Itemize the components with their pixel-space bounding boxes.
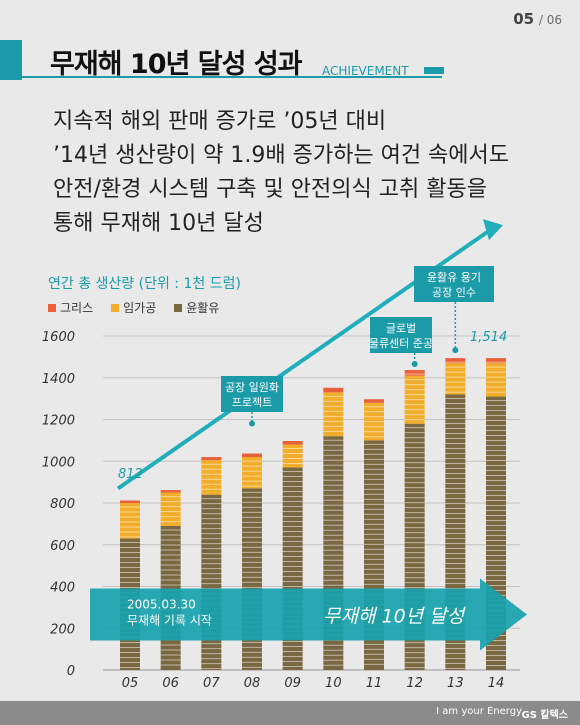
bar-segment — [120, 503, 140, 539]
x-tick-label: 05 — [122, 676, 139, 691]
y-tick-label: 800 — [50, 497, 75, 512]
annotation-line: 윤활유 용기 — [427, 270, 481, 284]
y-tick-label: 600 — [50, 539, 75, 554]
legend-swatch-lube — [174, 303, 183, 312]
bar-segment — [282, 444, 303, 468]
x-tick-label: 07 — [203, 676, 220, 691]
y-tick-label: 1200 — [42, 414, 75, 429]
bar-segment — [445, 363, 466, 395]
y-tick-label: 1400 — [42, 372, 75, 387]
page-subtitle: ACHIEVEMENT — [322, 64, 409, 78]
y-tick-label: 1600 — [42, 330, 75, 345]
page-total: / 06 — [538, 13, 562, 27]
x-tick-label: 08 — [244, 676, 261, 691]
x-tick-label: 11 — [366, 676, 383, 691]
x-tick-label: 10 — [325, 676, 342, 691]
footer-bar: I am your Energy GS 칼텍스 — [0, 701, 580, 725]
bar-segment — [282, 441, 303, 445]
page-title: 무재해 10년 달성 성과 — [50, 49, 302, 80]
annotation-line: 공장 인수 — [432, 286, 476, 299]
bar-segment — [160, 492, 181, 526]
chart-title: 연간 총 생산량 (단위 : 1천 드럼) — [48, 276, 241, 292]
x-tick-label: 12 — [406, 676, 423, 691]
start-value-label: 812 — [118, 467, 143, 482]
annotation-line: 글로벌 — [386, 322, 416, 335]
y-tick-label: 400 — [50, 581, 75, 596]
bar-segment — [242, 457, 262, 489]
bar-segment — [242, 453, 262, 458]
page-indicator: 05 / 06 — [513, 10, 562, 28]
legend-item-process: 임가공 — [111, 299, 156, 316]
x-tick-label: 13 — [447, 676, 464, 691]
bar-segment — [364, 399, 384, 403]
x-tick-label: 14 — [488, 676, 505, 691]
intro-line: 지속적 해외 판매 증가로 ’05년 대비 — [53, 109, 387, 134]
annotation-box — [414, 266, 494, 302]
intro-line: ’14년 생산량이 약 1.9배 증가하는 여건 속에서도 — [53, 143, 510, 168]
legend-swatch-process — [111, 303, 120, 312]
bar-segment — [323, 387, 344, 393]
trend-arrow-head — [483, 219, 503, 241]
y-tick-label: 1000 — [42, 455, 75, 470]
banner-description: 무재해 기록 시작 — [127, 614, 212, 628]
footer-brand-logo: GS 칼텍스 — [521, 710, 569, 721]
annotation-dot — [452, 347, 459, 354]
bar-segment — [120, 500, 140, 503]
bar-segment — [160, 490, 181, 493]
legend-item-lube: 윤활유 — [174, 299, 219, 316]
chart-legend: 그리스 임가공 윤활유 — [48, 299, 219, 316]
page-current: 05 — [513, 10, 535, 28]
intro-line: 안전/환경 시스템 구축 및 안전의식 고취 활동을 — [53, 177, 487, 202]
banner-date: 2005.03.30 — [127, 598, 196, 612]
legend-swatch-grease — [48, 303, 56, 312]
title-underline — [22, 76, 442, 78]
milestone-banner-arrow — [90, 578, 527, 651]
bar-segment — [486, 358, 506, 364]
x-tick-label: 09 — [284, 676, 301, 691]
x-tick-label: 06 — [162, 676, 179, 691]
title-accent-bar — [0, 40, 22, 80]
annotation-dot — [411, 361, 418, 368]
annotation-line: 프로젝트 — [232, 396, 272, 409]
end-value-label: 1,514 — [470, 330, 507, 345]
banner-headline: 무재해 10년 달성 — [323, 606, 467, 628]
annotation-dot — [249, 420, 255, 427]
annotation-box — [370, 317, 432, 353]
intro-text: 지속적 해외 판매 증가로 ’05년 대비 ’14년 생산량이 약 1.9배 증… — [53, 105, 553, 241]
bar-segment — [201, 457, 222, 461]
y-tick-label: 0 — [67, 664, 75, 679]
title-flag-icon — [424, 67, 444, 74]
y-tick-label: 200 — [50, 622, 75, 637]
legend-label-grease: 그리스 — [60, 301, 94, 315]
annotation-line: 공장 일원화 — [225, 380, 279, 394]
legend-label-lube: 윤활유 — [186, 301, 220, 315]
footer-slogan: I am your Energy — [436, 706, 522, 717]
legend-label-process: 임가공 — [123, 301, 157, 315]
intro-line: 통해 무재해 10년 달성 — [53, 211, 264, 236]
annotation-box — [221, 376, 283, 412]
bar-segment — [486, 363, 506, 397]
bar-segment — [445, 358, 466, 364]
bar-segment — [404, 370, 425, 376]
title-row: 무재해 10년 달성 성과 ACHIEVEMENT — [0, 40, 460, 80]
bar-segment — [323, 392, 344, 437]
legend-item-grease: 그리스 — [48, 299, 93, 316]
annotation-line: 물류센터 준공 — [369, 337, 433, 350]
